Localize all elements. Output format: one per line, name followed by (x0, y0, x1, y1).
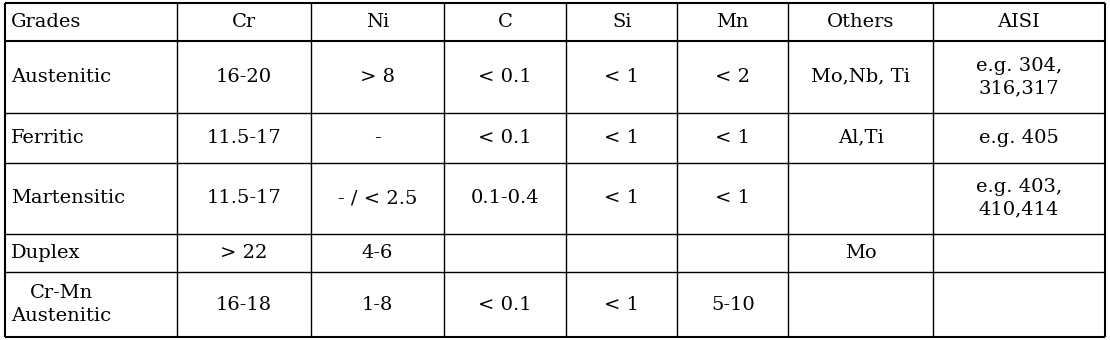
Text: Others: Others (827, 13, 895, 31)
Text: < 1: < 1 (604, 68, 639, 86)
Text: Mn: Mn (717, 13, 749, 31)
Text: AISI: AISI (998, 13, 1040, 31)
Text: 1-8: 1-8 (362, 295, 393, 313)
Text: < 1: < 1 (604, 295, 639, 313)
Text: -: - (374, 129, 381, 147)
Text: < 1: < 1 (604, 189, 639, 207)
Text: Cr: Cr (232, 13, 256, 31)
Text: Mo,Nb, Ti: Mo,Nb, Ti (811, 68, 910, 86)
Text: Duplex: Duplex (11, 244, 81, 262)
Text: < 2: < 2 (715, 68, 750, 86)
Text: Austenitic: Austenitic (11, 68, 111, 86)
Text: e.g. 405: e.g. 405 (979, 129, 1059, 147)
Text: 16-18: 16-18 (215, 295, 272, 313)
Text: - / < 2.5: - / < 2.5 (337, 189, 417, 207)
Text: Al,Ti: Al,Ti (838, 129, 884, 147)
Text: Grades: Grades (11, 13, 81, 31)
Text: 4-6: 4-6 (362, 244, 393, 262)
Text: 16-20: 16-20 (215, 68, 272, 86)
Text: > 8: > 8 (360, 68, 395, 86)
Text: Si: Si (612, 13, 632, 31)
Text: < 1: < 1 (715, 129, 750, 147)
Text: Cr-Mn
Austenitic: Cr-Mn Austenitic (11, 285, 111, 325)
Text: Ni: Ni (365, 13, 388, 31)
Text: 11.5-17: 11.5-17 (206, 129, 281, 147)
Text: 5-10: 5-10 (710, 295, 755, 313)
Text: 11.5-17: 11.5-17 (206, 189, 281, 207)
Text: < 0.1: < 0.1 (478, 295, 532, 313)
Text: e.g. 403,
410,414: e.g. 403, 410,414 (976, 178, 1062, 219)
Text: > 22: > 22 (220, 244, 268, 262)
Text: Ferritic: Ferritic (11, 129, 84, 147)
Text: e.g. 304,
316,317: e.g. 304, 316,317 (976, 57, 1062, 97)
Text: C: C (497, 13, 513, 31)
Text: < 0.1: < 0.1 (478, 129, 532, 147)
Text: < 1: < 1 (604, 129, 639, 147)
Text: Martensitic: Martensitic (11, 189, 125, 207)
Text: < 1: < 1 (715, 189, 750, 207)
Text: 0.1-0.4: 0.1-0.4 (471, 189, 539, 207)
Text: < 0.1: < 0.1 (478, 68, 532, 86)
Text: Mo: Mo (845, 244, 877, 262)
